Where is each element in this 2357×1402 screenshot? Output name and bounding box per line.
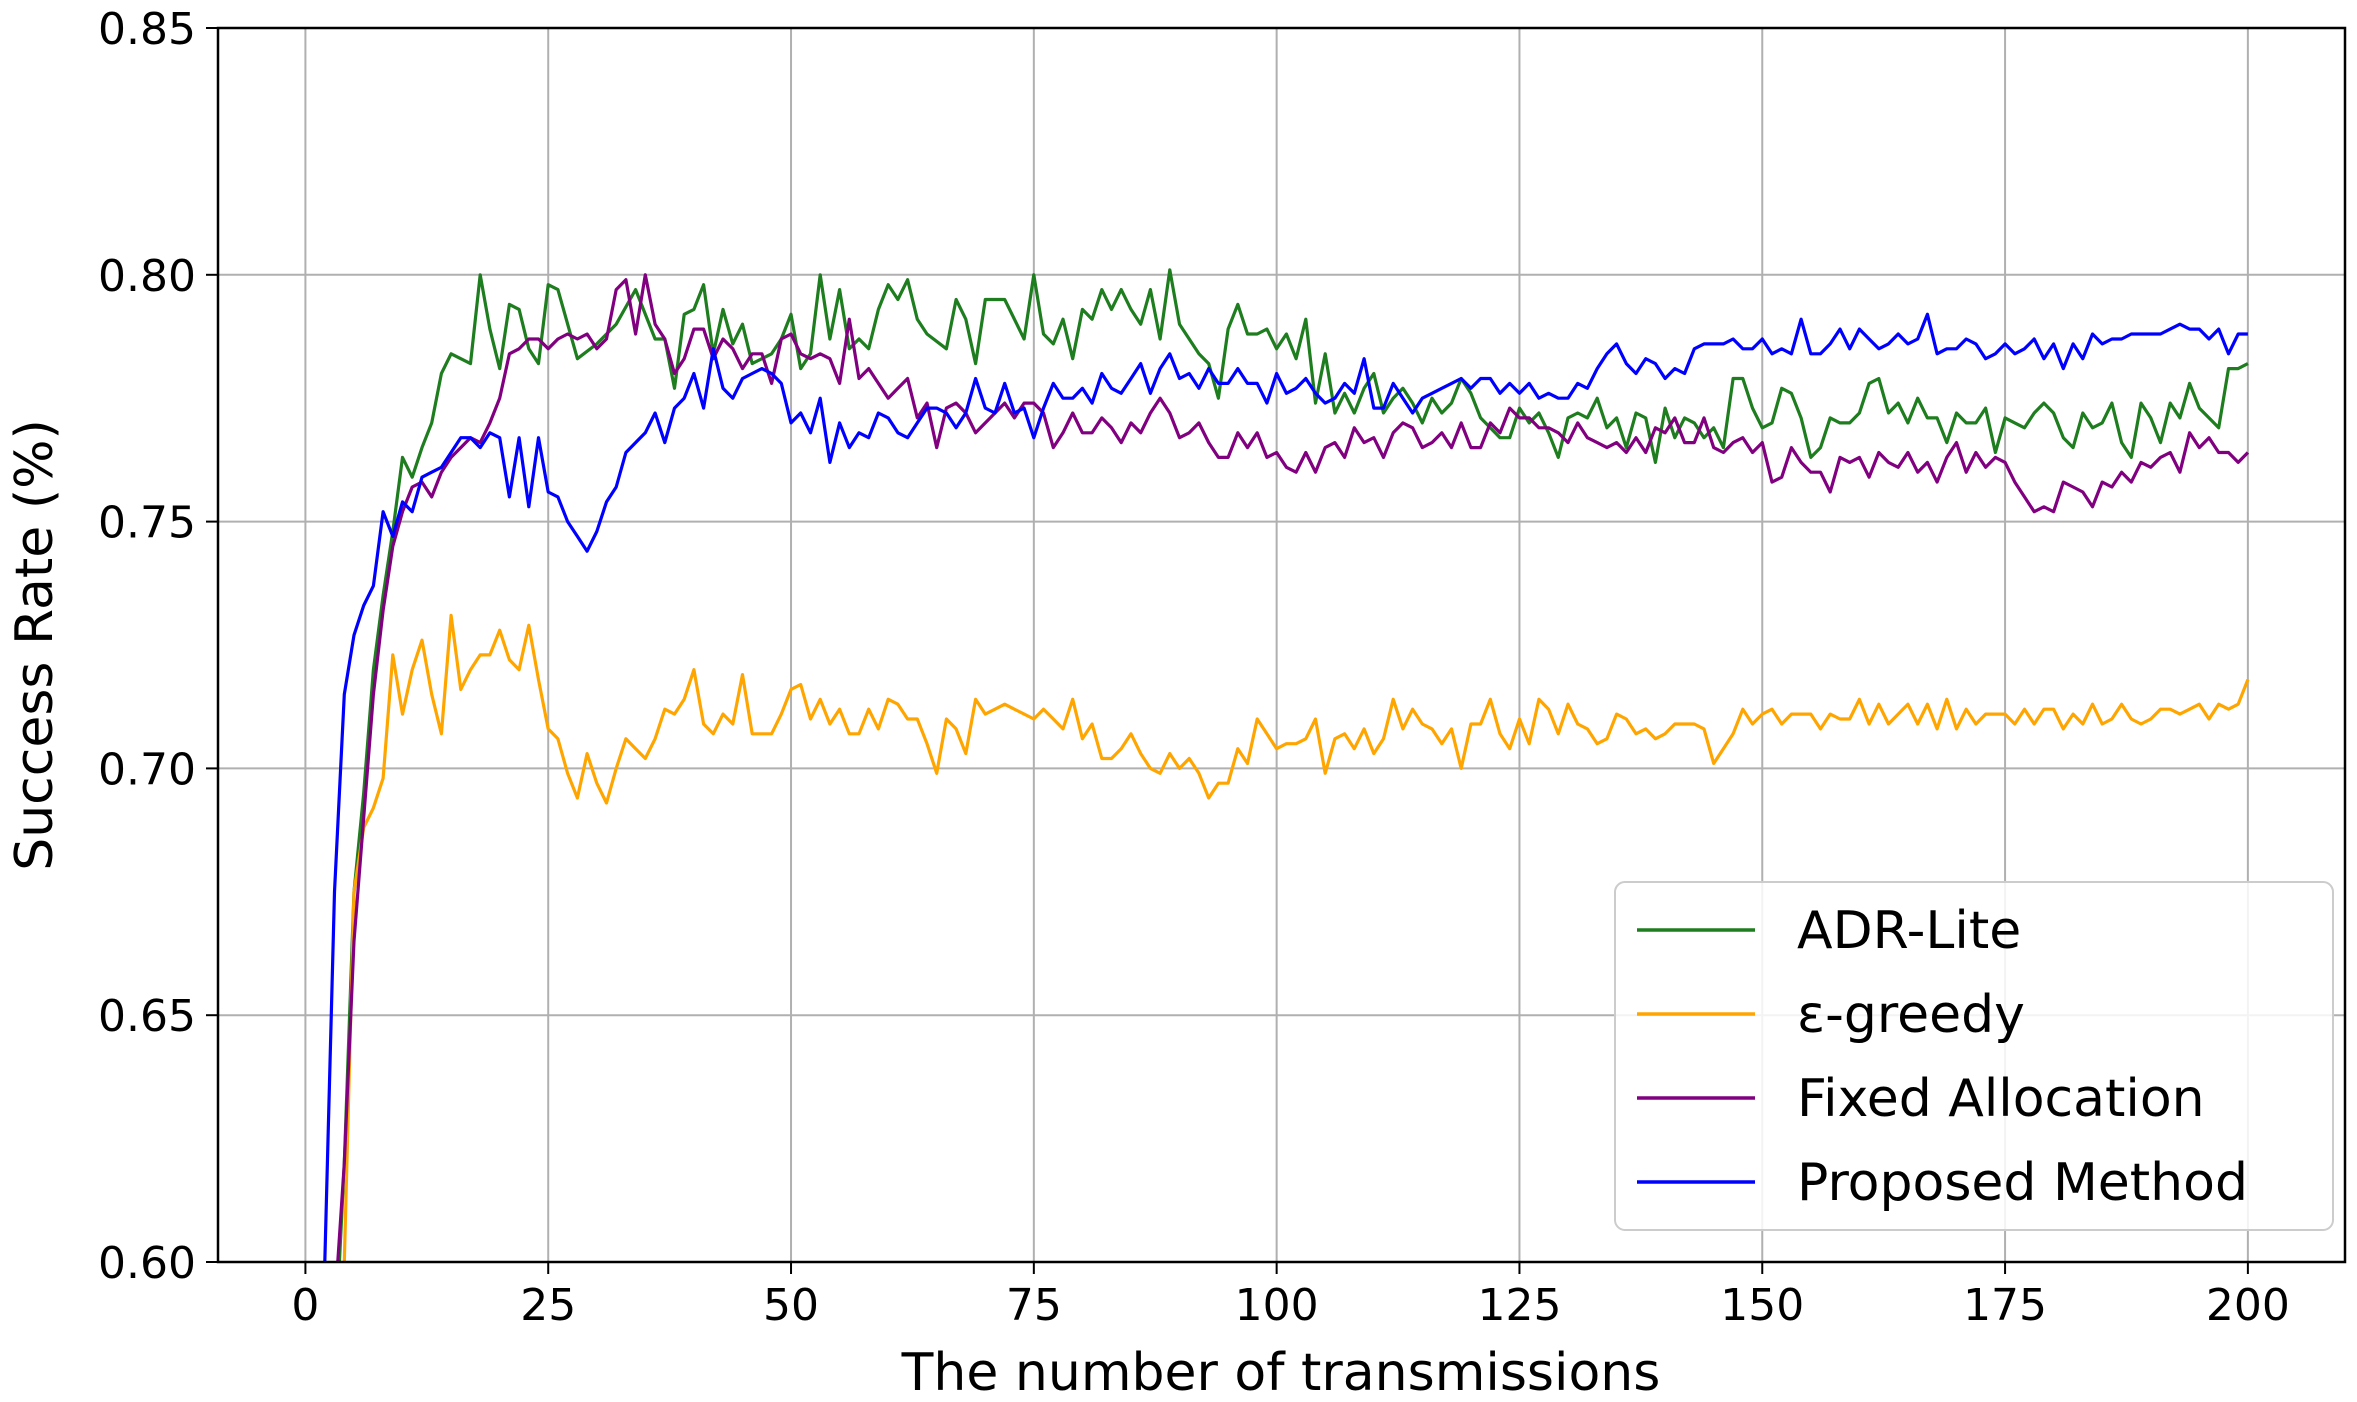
series-layer [323,268,2250,1262]
series-line-0 [337,268,2249,1262]
y-tick-label: 0.75 [98,498,196,549]
legend-box [1614,881,2334,1231]
legend-label: ε-greedy [1797,985,2025,1045]
x-tick-label: 175 [1963,1280,2047,1331]
series-line-2 [336,273,2250,1262]
legend-label: Fixed Allocation [1797,1069,2205,1129]
x-tick-label: 125 [1477,1280,1561,1331]
x-tick-label: 0 [291,1280,319,1331]
x-tick-label: 150 [1720,1280,1804,1331]
legend: ADR-Lite ε-greedy Fixed Allocation Proposed… [1614,881,2334,1231]
y-tick-label: 0.80 [98,251,196,302]
series-line-3 [323,312,2248,1262]
legend-label: Proposed Method [1797,1153,2248,1213]
y-axis: 0.60 0.65 0.70 0.75 0.80 0.85 [98,4,218,1289]
x-tick-label: 25 [520,1280,576,1331]
x-tick-label: 50 [763,1280,819,1331]
x-axis: 0 25 50 75 100 125 150 175 200 [291,1262,2290,1331]
x-axis-title: The number of transmissions [901,1343,1661,1402]
x-tick-label: 100 [1235,1280,1319,1331]
x-tick-label: 75 [1006,1280,1062,1331]
plot-frame [216,26,2347,1264]
y-tick-label: 0.60 [98,1238,196,1289]
x-tick-label: 200 [2206,1280,2290,1331]
y-tick-label: 0.85 [98,4,196,55]
legend-label: ADR-Lite [1797,901,2021,961]
series-line-1 [342,613,2250,1262]
y-axis-title: Success Rate (%) [5,419,65,871]
y-tick-label: 0.70 [98,744,196,795]
y-tick-label: 0.65 [98,991,196,1042]
